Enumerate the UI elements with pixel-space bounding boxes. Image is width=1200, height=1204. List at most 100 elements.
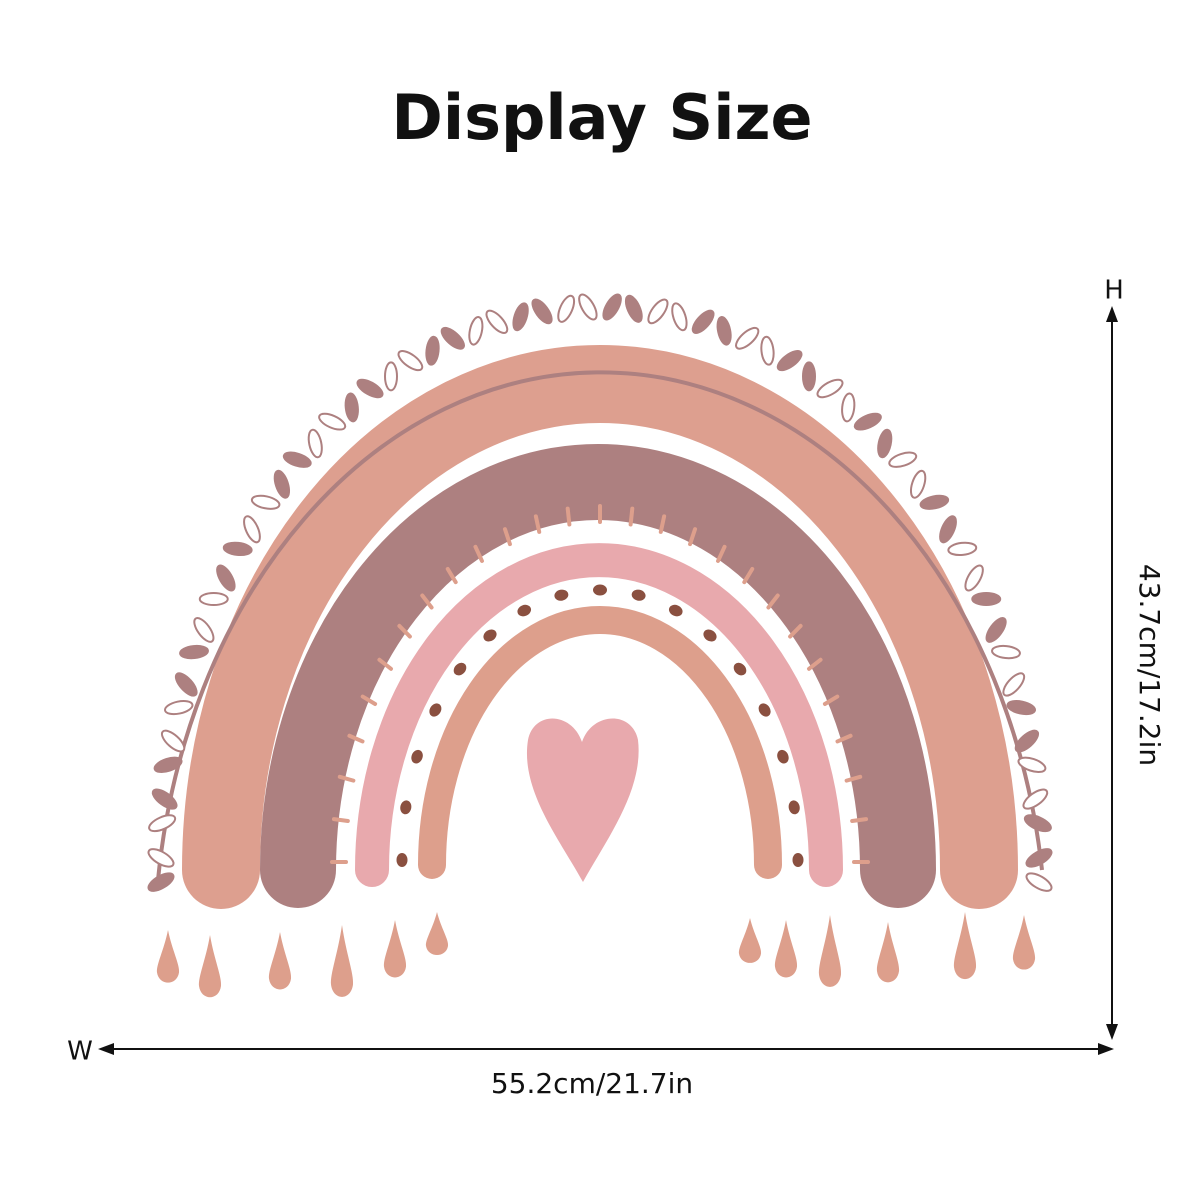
tick [502, 527, 512, 547]
leaf [909, 469, 927, 499]
leaf [1014, 729, 1040, 753]
drop [268, 932, 292, 990]
leaf [468, 316, 484, 346]
tick [628, 506, 635, 527]
leaf [282, 451, 312, 468]
leaf [151, 788, 178, 810]
dot [788, 800, 800, 815]
leaf [425, 335, 440, 366]
leaf [243, 515, 261, 544]
outer-band [182, 345, 1018, 909]
leaf [1017, 756, 1047, 773]
leaf [802, 361, 816, 392]
dot [631, 589, 646, 601]
tick [716, 544, 727, 563]
leaf [163, 700, 194, 716]
leaf [939, 515, 957, 544]
leaf [307, 428, 323, 459]
pink-band [355, 543, 843, 887]
leaf [888, 451, 918, 468]
drop [876, 922, 900, 983]
width-value: 55.2cm/21.7in [491, 1067, 693, 1100]
drop [1012, 915, 1036, 970]
dot [453, 662, 467, 676]
leaf [1006, 700, 1037, 716]
dot [593, 584, 607, 596]
tick [850, 817, 869, 824]
leaf [384, 361, 398, 392]
leaf [647, 298, 669, 325]
leaf [1022, 788, 1049, 810]
leaf [356, 378, 384, 399]
drop [774, 920, 798, 978]
tick [658, 514, 667, 534]
leaf [557, 294, 576, 323]
leaf [985, 617, 1007, 643]
leaf [971, 592, 1002, 606]
leaf [318, 412, 347, 431]
leaf [760, 335, 775, 366]
leaf [671, 302, 688, 332]
leaf [991, 644, 1021, 660]
leaf [485, 309, 509, 334]
drop [425, 912, 449, 955]
tick [347, 733, 365, 744]
dot [758, 703, 771, 717]
height-label: H [1104, 276, 1124, 306]
dot [777, 749, 789, 764]
leaf [147, 848, 175, 868]
drop [156, 930, 180, 983]
tick [807, 657, 823, 671]
dot [792, 853, 804, 867]
leaf [735, 326, 760, 350]
arrow-head [1106, 1024, 1118, 1040]
tick [473, 544, 484, 563]
drop [953, 912, 977, 980]
tick [377, 657, 393, 671]
dot [429, 703, 442, 717]
leaf [776, 350, 803, 372]
arrow-head [1098, 1043, 1114, 1055]
drop [383, 920, 407, 978]
leaf [816, 378, 844, 399]
leaf [440, 326, 465, 350]
leaf [512, 302, 529, 332]
leaf [147, 872, 175, 892]
leaf [344, 392, 359, 423]
leaf [716, 316, 732, 346]
drop [330, 925, 354, 997]
tick [533, 514, 542, 534]
mauve-band [260, 444, 936, 908]
leaf [919, 494, 950, 510]
inner-band [418, 606, 782, 879]
leaf [193, 617, 215, 643]
leaf [1002, 672, 1026, 697]
tick [822, 694, 840, 706]
leaf [1025, 848, 1053, 868]
rainbow [182, 345, 1018, 909]
arrow-head [98, 1043, 114, 1055]
leaf [222, 541, 253, 557]
leaf [397, 350, 424, 372]
leaf [216, 564, 236, 592]
drop [198, 935, 222, 998]
dot [554, 589, 569, 601]
tick [331, 817, 350, 824]
decorations [147, 293, 1053, 998]
leaf [153, 756, 183, 773]
leaf [853, 412, 882, 431]
leaf [1023, 814, 1052, 833]
leaf [160, 729, 186, 753]
leaf [531, 298, 553, 325]
tick [445, 567, 458, 585]
tick [360, 694, 378, 706]
width-label: W [67, 1037, 93, 1067]
tick [688, 527, 698, 547]
leaf [947, 541, 978, 557]
dimension-arrows [98, 306, 1118, 1055]
dot [396, 853, 408, 867]
dot [517, 604, 532, 617]
leaf [174, 672, 198, 697]
dot [703, 629, 717, 642]
